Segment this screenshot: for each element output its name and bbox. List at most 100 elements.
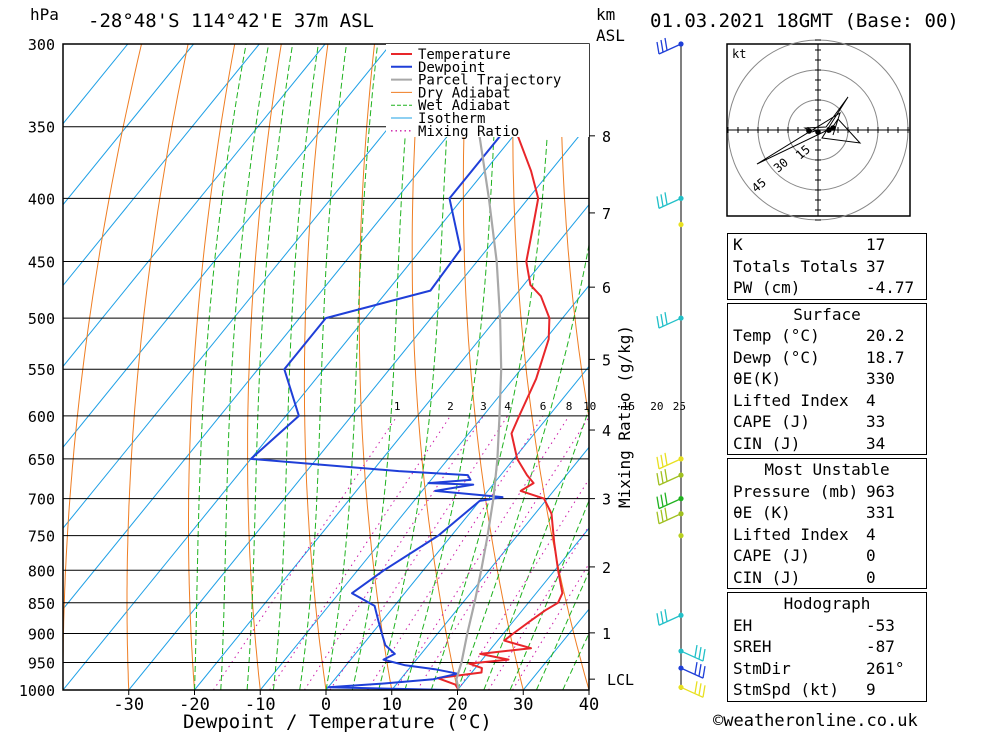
surface-temp-row: Temp (°C) 20.2 xyxy=(733,326,905,345)
wind-barb-flag xyxy=(694,681,698,694)
temperature-profile xyxy=(436,44,564,690)
wet-adiabat-line xyxy=(299,44,347,690)
isotherm-line xyxy=(259,284,589,690)
pressure-tick-label: 550 xyxy=(28,361,55,379)
hodograph-title: Hodograph xyxy=(783,594,871,613)
wind-barb-flag xyxy=(660,611,664,624)
km-tick-label: 4 xyxy=(602,422,611,440)
surface-dewp-row: Dewp (°C) 18.7 xyxy=(733,347,905,367)
surface-li-row: Lifted Index 4 xyxy=(733,390,876,410)
mu-cin-row: CIN (J) 0 xyxy=(733,567,876,587)
wind-barb-staff xyxy=(658,614,682,626)
km-tick-label: 5 xyxy=(602,351,611,369)
wind-barb-flag xyxy=(656,456,660,469)
km-tick-label: 3 xyxy=(602,491,611,509)
mixing-ratio-label: 20 xyxy=(650,400,663,413)
mixing-ratio-label: 10 xyxy=(583,400,596,413)
isotherm-line xyxy=(128,122,589,690)
wind-barb-staff xyxy=(658,498,682,510)
wind-barb-flag xyxy=(664,192,668,205)
mu-li-row: Lifted Index 4 xyxy=(733,524,876,544)
temperature-tick-label: 40 xyxy=(579,695,599,715)
wet-adiabat-line xyxy=(351,44,414,690)
copyright-text: ©weatheronline.co.uk xyxy=(713,711,918,731)
mixing-ratio-label: 4 xyxy=(504,400,511,413)
wind-barb-flag xyxy=(698,663,702,677)
wind-barb-flag xyxy=(664,609,668,622)
hodograph-indices-box: Hodograph EH -53 SREH -87 StmDir 261° StmSp… xyxy=(727,592,927,702)
legend-entry: Parcel Trajectory xyxy=(418,73,561,89)
km-tick-label: 8 xyxy=(602,128,611,146)
pressure-tick-label: 700 xyxy=(28,491,55,509)
wind-barb-flag xyxy=(664,507,668,520)
isotherm-line xyxy=(63,44,129,125)
surface-cape-row: CAPE (J) 33 xyxy=(733,412,886,431)
surface-title: Surface xyxy=(793,304,861,324)
location-title: -28°48'S 114°42'E 37m ASL xyxy=(88,10,374,32)
wind-barb-flag xyxy=(694,661,698,675)
pressure-tick-label: 1000 xyxy=(19,682,55,700)
mixing-ratio-label: 3 xyxy=(480,400,487,413)
mixing-ratio-label: 6 xyxy=(540,400,547,413)
dry-adiabat-line xyxy=(462,44,524,690)
legend-entry: Isotherm xyxy=(418,111,485,127)
pressure-tick-label: 850 xyxy=(28,595,55,613)
mixing-ratio-line xyxy=(303,415,484,690)
isotherm-line xyxy=(63,44,326,368)
wind-level-dot xyxy=(678,533,684,539)
wind-barb-staff xyxy=(658,43,682,55)
totals-totals-row: Totals Totals 37 xyxy=(733,256,886,276)
most-unstable-box: Most Unstable Pressure (mb) 963 θE (K) 331… xyxy=(727,458,927,589)
wind-barb-flag xyxy=(664,492,668,505)
pw-row: PW (cm) -4.77 xyxy=(733,278,915,297)
wind-barb-flag xyxy=(656,613,660,626)
temperature-tick-label: 30 xyxy=(513,695,533,715)
dry-adiabat-line xyxy=(411,44,458,690)
pressure-tick-label: 400 xyxy=(28,190,55,208)
wind-barb-flag xyxy=(660,39,664,53)
wind-barb-staff xyxy=(680,686,704,698)
wet-adiabat-line xyxy=(194,44,247,690)
wind-barb-flag xyxy=(664,469,668,482)
isotherm-line xyxy=(63,44,457,530)
sreh-row: SREH -87 xyxy=(733,637,895,656)
wet-adiabat-line xyxy=(220,44,270,690)
k-index-row: K 17 xyxy=(733,235,886,254)
isotherm-line xyxy=(63,44,260,287)
wind-barb-flag xyxy=(694,644,698,658)
dry-adiabat-line xyxy=(126,44,189,690)
temperature-tick-label: -30 xyxy=(113,695,144,715)
dewpoint-profile xyxy=(249,44,589,690)
wind-barb-staff xyxy=(658,513,682,525)
wet-adiabat-line xyxy=(325,44,379,690)
mixing-ratio-line xyxy=(329,415,509,690)
isotherm-line xyxy=(63,44,392,449)
wind-barb-flag xyxy=(656,496,660,509)
wind-barb-staff xyxy=(658,474,682,486)
surface-thetae-row: θE(K) 330 xyxy=(733,369,895,388)
hodograph-trace xyxy=(756,96,862,165)
wet-adiabat-line xyxy=(509,499,589,690)
wind-barb-flag xyxy=(660,471,664,484)
wet-adiabat-line xyxy=(535,570,589,690)
dry-adiabat-line xyxy=(930,26,1000,690)
legend-entry: Wet Adiabat xyxy=(418,98,511,114)
dry-adiabat-line xyxy=(976,26,1000,690)
legend-entry: Dry Adiabat xyxy=(418,85,511,101)
most-unstable-title: Most Unstable xyxy=(764,460,890,479)
wind-barb-flag xyxy=(660,494,664,507)
pressure-tick-label: 500 xyxy=(28,310,55,328)
hodograph-point xyxy=(815,129,821,135)
background-lines xyxy=(63,26,1000,690)
km-unit-label: km xyxy=(596,5,615,24)
dry-adiabat-line xyxy=(247,44,282,690)
km-tick-label: 6 xyxy=(602,279,611,297)
pressure-tick-label: 450 xyxy=(28,254,55,272)
temperature-tick-label: 10 xyxy=(382,695,402,715)
dry-adiabat-line xyxy=(303,44,329,690)
pressure-tick-label: 600 xyxy=(28,408,55,426)
pressure-tick-label: 750 xyxy=(28,528,55,546)
isotherm-line xyxy=(194,203,589,690)
pressure-tick-label: 950 xyxy=(28,654,55,672)
